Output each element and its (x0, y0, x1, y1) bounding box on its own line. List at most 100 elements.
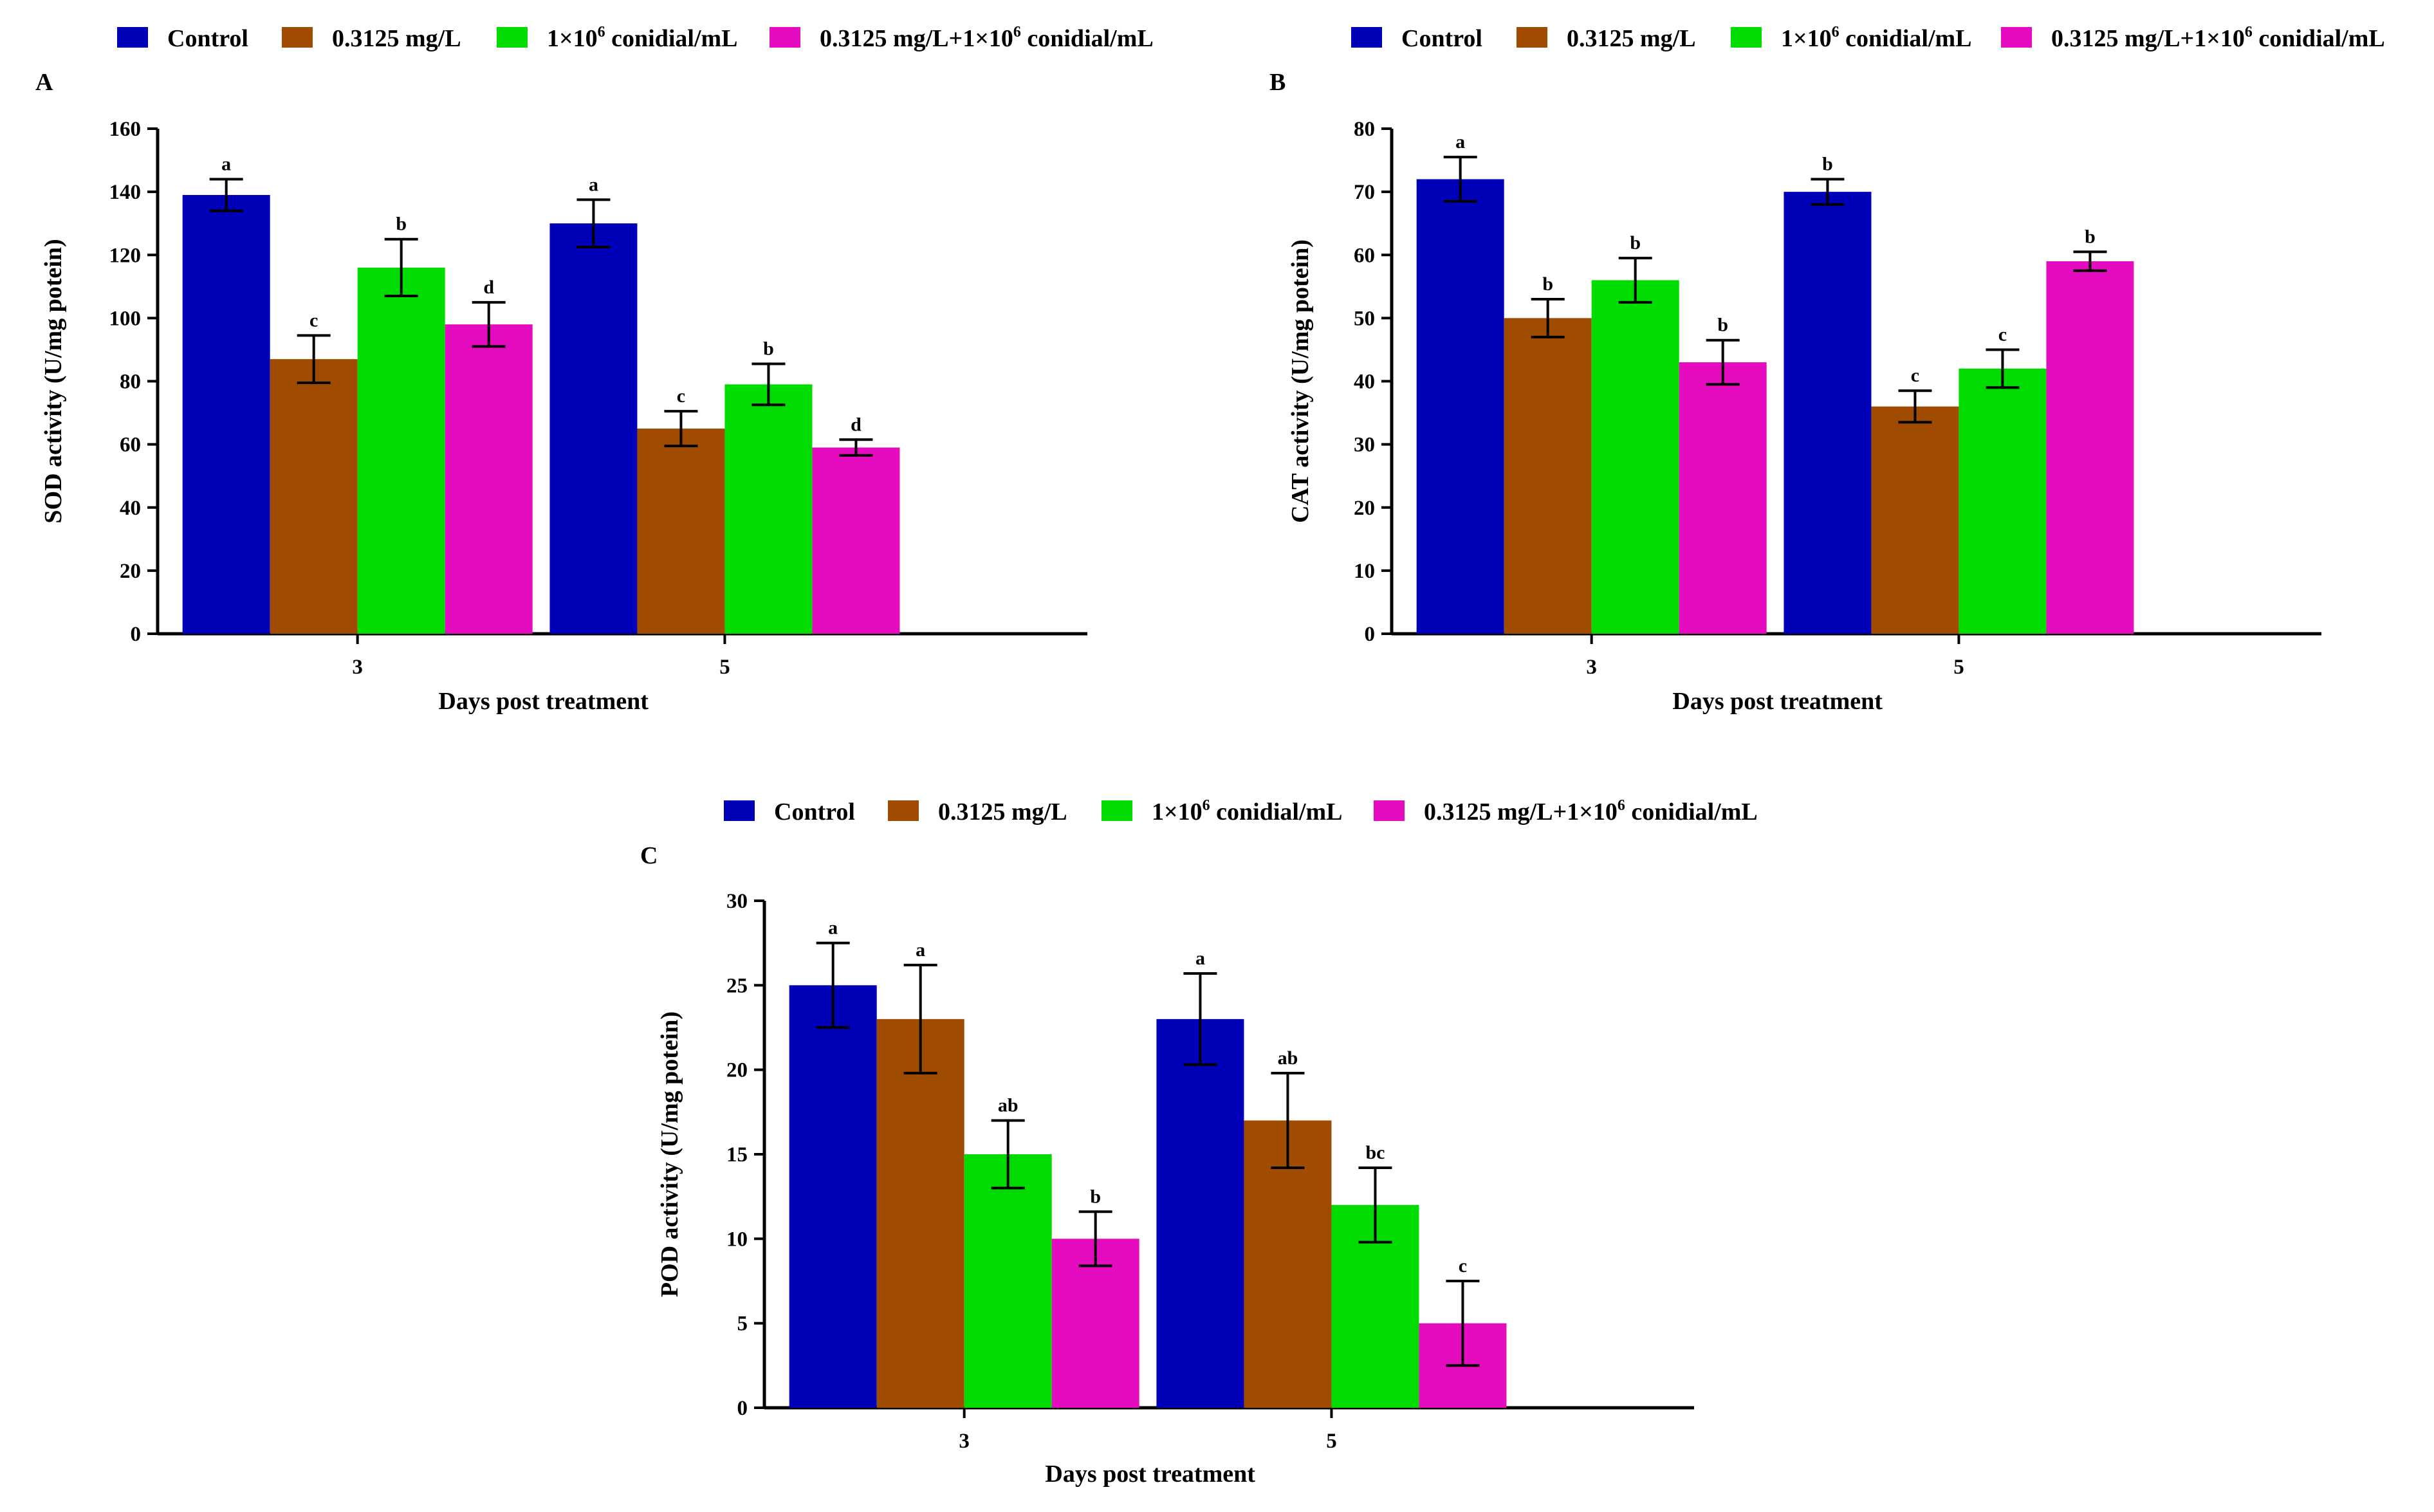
y-axis-title: SOD activity (U/mg potein) (40, 239, 67, 523)
y-tick-label: 160 (109, 118, 142, 141)
significance-letter: d (851, 414, 862, 435)
x-tick-label: 5 (719, 656, 730, 679)
y-tick-label: 30 (1354, 434, 1375, 457)
legend-label: Control (774, 798, 855, 825)
significance-letter: b (396, 214, 407, 235)
legend-swatch (497, 27, 528, 48)
legend-label-tail: conidial/mL (1021, 25, 1154, 52)
panel-letter: A (35, 69, 53, 96)
legend-swatch (117, 27, 148, 48)
bar (182, 195, 270, 634)
panel-letter: B (1269, 69, 1286, 96)
legend-label-text: 0.3125 mg/L (1567, 25, 1696, 52)
y-tick-label: 0 (737, 1397, 748, 1420)
bar (789, 985, 877, 1408)
legend-label: 0.3125 mg/L (938, 798, 1067, 825)
legend-swatch (1351, 27, 1382, 48)
bar (445, 324, 533, 634)
legend-label-text: 0.3125 mg/L+1×10 (1424, 798, 1618, 825)
legend: Control 0.3125 mg/L 1×106 conidial/mL 0.312… (117, 24, 1154, 52)
y-tick-label: 80 (1354, 118, 1375, 141)
y-tick-label: 70 (1354, 181, 1375, 204)
legend-label: 0.3125 mg/L+1×106 conidial/mL (1424, 797, 1758, 825)
significance-letter: c (677, 385, 685, 407)
legend-label-text: 1×10 (547, 25, 598, 52)
y-tick-label: 20 (1354, 497, 1375, 520)
significance-letter: ab (1278, 1047, 1298, 1069)
significance-letter: c (309, 309, 318, 331)
legend-label: Control (1401, 25, 1482, 52)
y-tick-label: 15 (726, 1143, 748, 1166)
legend-label: 0.3125 mg/L+1×106 conidial/mL (2051, 24, 2385, 52)
x-tick-label: 3 (959, 1430, 970, 1453)
significance-letter: c (1998, 324, 2007, 345)
legend-label-tail: conidial/mL (1839, 25, 1972, 52)
legend-label-text: 0.3125 mg/L+1×10 (820, 25, 1013, 52)
significance-letter: b (1090, 1186, 1101, 1207)
legend-label: Control (167, 25, 248, 52)
y-tick-label: 40 (1354, 371, 1375, 394)
legend-label-text: 0.3125 mg/L+1×10 (2051, 25, 2245, 52)
bar (1416, 179, 1504, 634)
legend-label-text: 1×10 (1781, 25, 1832, 52)
bar (1959, 368, 2047, 634)
legend-swatch (888, 800, 919, 821)
chart-panel-b: B 0 10 20 30 40 50 60 70 80 a b b b 3 b c c b 5 Days post tr… (1269, 69, 2321, 715)
x-axis-title: Days post treatment (1045, 1461, 1255, 1488)
y-tick-label: 0 (131, 623, 142, 646)
y-tick-label: 40 (120, 497, 141, 520)
bar (812, 447, 900, 634)
bar (1591, 280, 1679, 634)
bar (1679, 362, 1767, 634)
legend-label-tail: conidial/mL (1210, 798, 1343, 825)
legend-swatch (1102, 800, 1132, 821)
legend-label-sup: 6 (1013, 24, 1021, 41)
chart-panel-c: C 0 5 10 15 20 25 30 a a ab b 3 a ab bc c 5 Days post trea… (640, 842, 1694, 1488)
y-tick-label: 80 (120, 371, 141, 394)
y-tick-label: 25 (726, 974, 748, 997)
significance-letter: b (1822, 154, 1833, 175)
legend-swatch (282, 27, 313, 48)
significance-letter: b (1630, 232, 1641, 254)
bar (1156, 1019, 1244, 1408)
bar (637, 429, 725, 634)
significance-letter: b (1542, 273, 1553, 295)
significance-letter: b (2085, 226, 2096, 247)
bar (964, 1154, 1052, 1408)
legend-label: 0.3125 mg/L (332, 25, 461, 52)
legend-label-sup: 6 (1203, 797, 1210, 814)
significance-letter: b (763, 338, 774, 360)
significance-letter: a (589, 174, 598, 195)
bar (549, 223, 638, 634)
x-tick-label: 3 (1586, 656, 1597, 679)
legend-swatch (770, 27, 800, 48)
legend-label-tail: conidial/mL (1625, 798, 1758, 825)
bar (2046, 261, 2134, 634)
x-tick-label: 5 (1326, 1430, 1337, 1453)
significance-letter: a (1455, 131, 1465, 152)
y-tick-label: 60 (1354, 244, 1375, 267)
bar (270, 359, 358, 634)
legend-label-sup: 6 (598, 24, 605, 41)
y-tick-label: 0 (1365, 623, 1376, 646)
x-tick-label: 5 (1953, 656, 1964, 679)
legend-label-sup: 6 (1832, 24, 1839, 41)
y-tick-label: 5 (737, 1313, 748, 1336)
y-tick-label: 10 (1354, 560, 1375, 583)
significance-letter: b (1717, 315, 1728, 336)
legend: Control 0.3125 mg/L 1×106 conidial/mL 0.312… (1351, 24, 2385, 52)
y-tick-label: 50 (1354, 307, 1375, 330)
legend-label: 1×106 conidial/mL (1152, 797, 1343, 825)
x-tick-label: 3 (352, 656, 363, 679)
legend-swatch (1374, 800, 1405, 821)
y-tick-label: 120 (109, 244, 142, 267)
legend-swatch (724, 800, 755, 821)
y-axis-title: CAT activity (U/mg potein) (1287, 239, 1314, 523)
legend-label-sup: 6 (2245, 24, 2253, 41)
significance-letter: bc (1365, 1142, 1385, 1163)
significance-letter: a (1195, 948, 1205, 969)
bar (724, 384, 813, 634)
legend-label: 0.3125 mg/L+1×106 conidial/mL (820, 24, 1154, 52)
legend-label-tail: conidial/mL (2253, 25, 2385, 52)
